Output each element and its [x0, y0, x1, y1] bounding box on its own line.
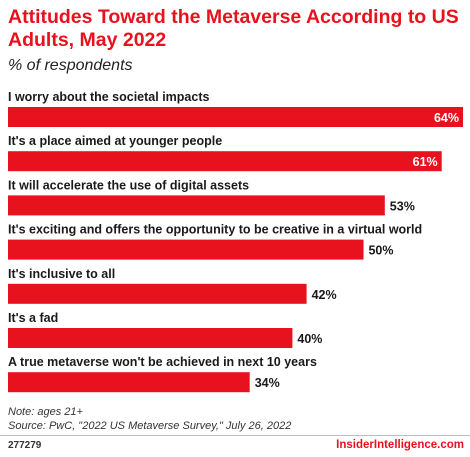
category-label: It's a place aimed at younger people — [8, 134, 222, 148]
footer-divider — [0, 435, 470, 436]
chart-note: Note: ages 21+ — [8, 406, 83, 418]
bar — [8, 239, 364, 260]
bar — [8, 151, 442, 172]
data-label: 42% — [312, 288, 337, 302]
category-label: I worry about the societal impacts — [8, 90, 209, 104]
data-label: 61% — [413, 155, 438, 169]
bar-chart: I worry about the societal impacts 64% It'… — [8, 90, 463, 393]
bar — [8, 283, 307, 304]
brand-logo-text: InsiderIntelligence.com — [336, 439, 464, 451]
data-label: 53% — [390, 199, 415, 213]
category-label: It's a fad — [8, 311, 58, 325]
category-label: It's exciting and offers the opportunity… — [8, 223, 422, 237]
category-label: A true metaverse won't be achieved in ne… — [8, 355, 317, 369]
data-label: 64% — [434, 111, 459, 125]
chart-id: 277279 — [8, 440, 42, 451]
category-label: It's inclusive to all — [8, 267, 115, 281]
chart-source: Source: PwC, "2022 US Metaverse Survey,"… — [8, 420, 292, 432]
bar — [8, 195, 385, 216]
bar — [8, 372, 250, 393]
chart-subtitle: % of respondents — [8, 57, 133, 74]
data-label: 40% — [297, 332, 322, 346]
bar — [8, 328, 293, 348]
data-label: 50% — [368, 244, 393, 258]
data-label: 34% — [255, 376, 280, 390]
bar — [8, 107, 463, 127]
chart-title: Attitudes Toward the Metaverse According… — [8, 6, 459, 51]
category-label: It will accelerate the use of digital as… — [8, 178, 249, 192]
